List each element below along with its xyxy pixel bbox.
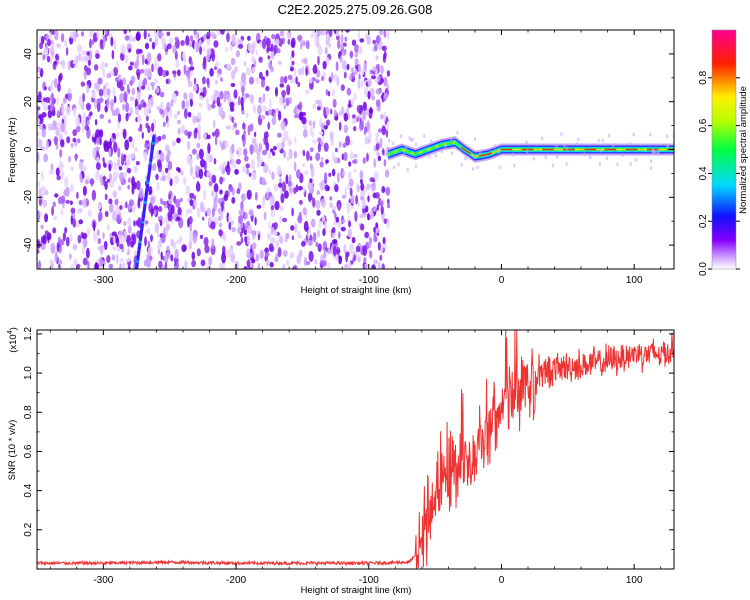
x-tick-label: 0 — [499, 575, 505, 586]
snr-x-label: Height of straight line (km) — [301, 585, 412, 596]
snr-y-tick-label: 0.8 — [23, 405, 34, 419]
chart-title: C2E2.2025.275.09.26.G08 — [278, 2, 433, 17]
colorbar-ticks: 0.0 0.2 0.4 0.6 0.8 — [698, 70, 740, 276]
x-tick-label: -100 — [359, 575, 379, 586]
colorbar-tick-label: 0.8 — [698, 70, 709, 84]
y-tick-label: 40 — [23, 48, 34, 60]
x-tick-label: 100 — [626, 575, 643, 586]
snr-y-scale: (x104) — [7, 327, 19, 353]
colorbar-tick-label: 0.4 — [698, 166, 709, 180]
x-tick-label: -300 — [93, 275, 113, 286]
snr-frame — [36, 329, 675, 570]
snr-panel: -300 -200 -100 0 100 0.2 0.4 0.6 0.8 1.0 1.2 Heig… — [7, 327, 675, 596]
x-tick-label: -300 — [93, 575, 113, 586]
snr-y-ticks: 0.2 0.4 0.6 0.8 1.0 1.2 — [23, 327, 674, 550]
snr-y-tick-label: 0.4 — [23, 483, 34, 497]
heatmap-cells — [37, 30, 674, 269]
colorbar-tick-label: 0.2 — [698, 214, 709, 228]
y-tick-label: -40 — [23, 237, 34, 252]
colorbar: 0.0 0.2 0.4 0.6 0.8 Normalized spectral ampl… — [698, 29, 749, 276]
x-tick-label: -200 — [226, 575, 246, 586]
y-tick-label: 20 — [23, 96, 34, 108]
heatmap-x-label: Height of straight line (km) — [301, 285, 412, 296]
snr-y-scale-base: (x10 — [8, 334, 19, 352]
colorbar-tick-label: 0.0 — [698, 262, 709, 276]
y-tick-label: -20 — [23, 190, 34, 205]
snr-x-ticks: -300 -200 -100 0 100 — [49, 330, 662, 586]
colorbar-tick-label: 0.6 — [698, 118, 709, 132]
colorbar-frame — [711, 29, 737, 270]
snr-y-label: SNR (10 * v/v) — [7, 420, 18, 481]
snr-y-tick-label: 0.6 — [23, 444, 34, 458]
heatmap-y-ticks: -40 -20 0 20 40 — [23, 29, 674, 270]
snr-series-line — [36, 329, 675, 569]
x-tick-label: 100 — [626, 275, 643, 286]
x-tick-label: -100 — [359, 275, 379, 286]
snr-y-tick-label: 1.2 — [23, 327, 34, 341]
colorbar-label: Normalized spectral amplitude — [738, 86, 749, 214]
snr-y-tick-label: 1.0 — [23, 366, 34, 380]
y-tick-label: 0 — [23, 146, 34, 152]
svg-text:(x104): (x104) — [7, 327, 19, 353]
heatmap-x-ticks: -300 -200 -100 0 100 — [49, 30, 662, 286]
heatmap-y-label: Frequency (Hz) — [7, 117, 18, 182]
x-tick-label: -200 — [226, 275, 246, 286]
x-tick-label: 0 — [499, 275, 505, 286]
snr-y-tick-label: 0.2 — [23, 522, 34, 536]
snr-y-scale-exponent: 4 — [7, 330, 14, 334]
colorbar-gradient — [712, 30, 736, 269]
snr-y-scale-suffix: ) — [8, 327, 19, 330]
